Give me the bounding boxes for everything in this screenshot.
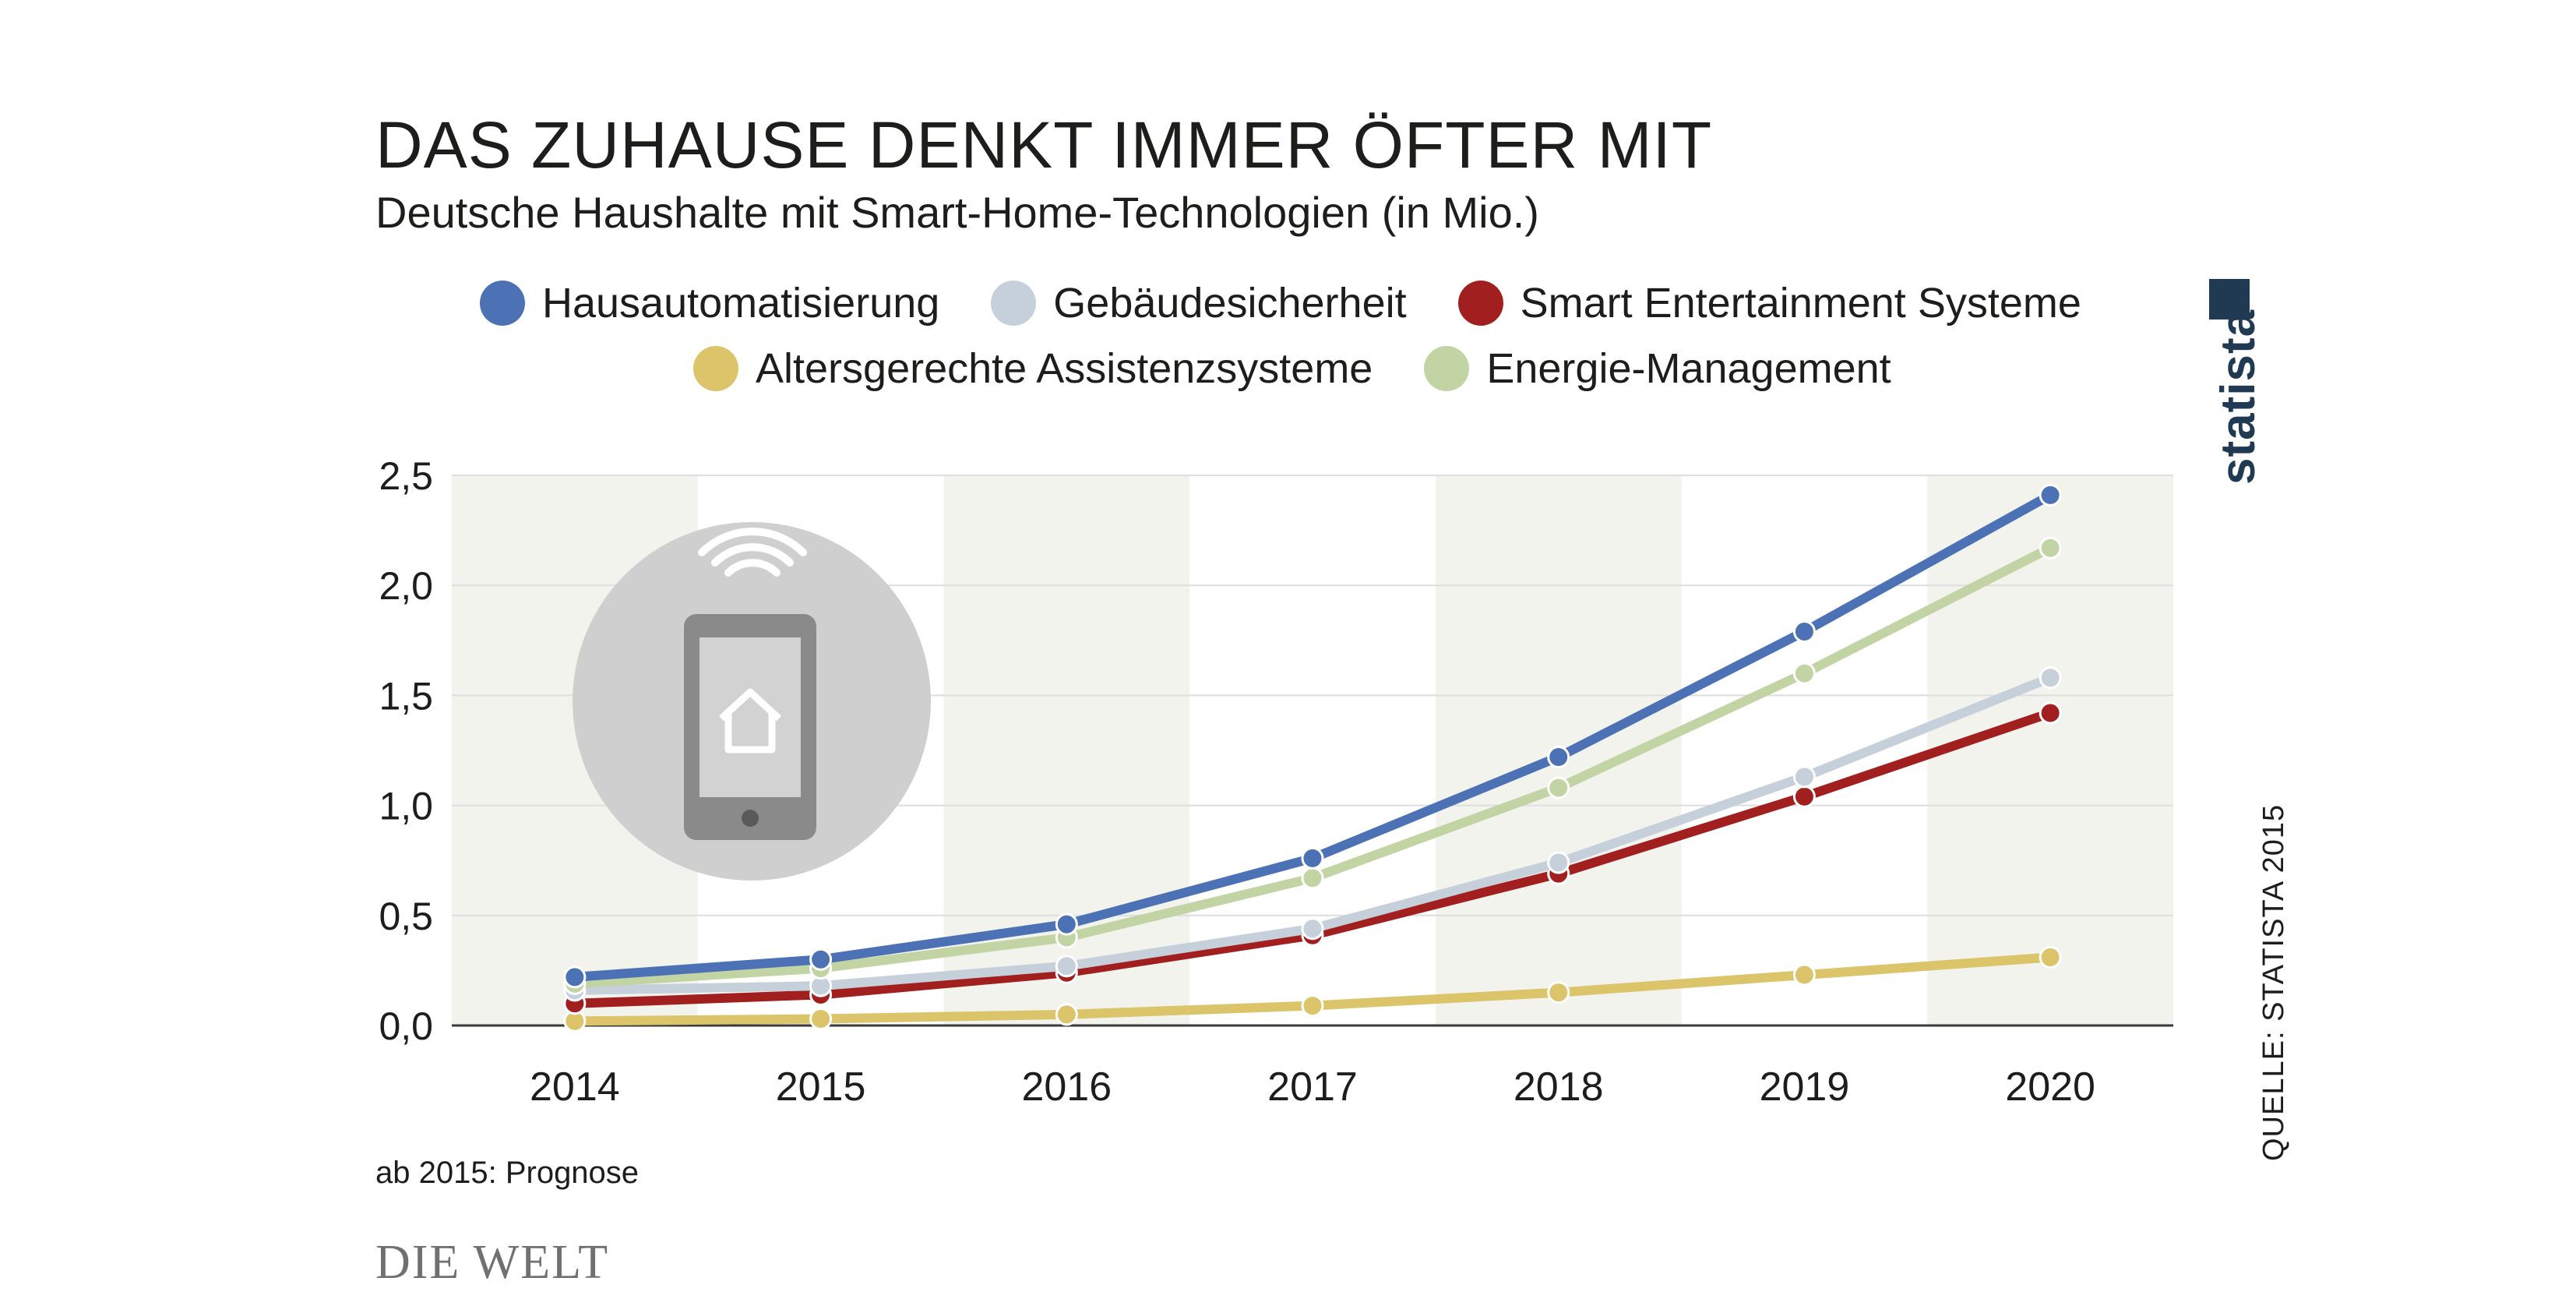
series-3: [563, 945, 2062, 1032]
statista-logo: statista: [2211, 309, 2265, 485]
legend-label: Smart Entertainment Systeme: [1520, 280, 2081, 327]
chart-title: DAS ZUHAUSE DENKT IMMER ÖFTER MIT: [375, 108, 1713, 182]
y-tick-label: 0,5: [379, 895, 433, 938]
legend-item-altersgerechte: Altersgerechte Assistenzsysteme: [693, 344, 1373, 393]
footnote: ab 2015: Prognose: [375, 1156, 640, 1190]
data-point: [1792, 620, 1816, 644]
data-point: [1301, 867, 1324, 890]
data-point: [1055, 1003, 1078, 1026]
legend-swatch: [480, 281, 525, 326]
data-point: [1301, 917, 1324, 941]
chart-subtitle: Deutsche Haushalte mit Smart-Home-Techno…: [375, 188, 1539, 237]
legend-item-gebaeudesicherheit: Gebäudesicherheit: [991, 279, 1407, 327]
data-point: [1547, 981, 1570, 1004]
source-note: QUELLE: STATISTA 2015: [2257, 803, 2290, 1161]
data-point: [1792, 785, 1816, 808]
data-point: [1792, 963, 1816, 987]
smartphone-smart-home-icon: [573, 522, 931, 881]
y-tick-label: 1,5: [379, 674, 433, 718]
data-point: [809, 948, 833, 971]
legend-row-1: Hausautomatisierung Gebäudesicherheit Sm…: [480, 279, 2081, 327]
data-point: [1055, 912, 1078, 936]
data-point: [1792, 662, 1816, 685]
publisher-logo: DIE WELT: [375, 1236, 610, 1289]
legend-item-smart-entertainment: Smart Entertainment Systeme: [1457, 279, 2081, 327]
data-point: [1301, 994, 1324, 1018]
data-point: [809, 1008, 833, 1031]
y-tick-label: 2,5: [379, 454, 433, 498]
x-tick-label: 2019: [1760, 1064, 1850, 1110]
legend-swatch: [1457, 281, 1503, 326]
data-point: [563, 965, 587, 989]
legend-label: Gebäudesicherheit: [1053, 280, 1407, 327]
y-tick-label: 2,0: [379, 564, 433, 608]
data-point: [2039, 483, 2062, 507]
legend-swatch: [991, 281, 1037, 326]
x-tick-label: 2020: [2005, 1064, 2095, 1110]
legend-swatch: [693, 346, 738, 391]
legend-label: Energie-Management: [1486, 345, 1891, 392]
data-point: [1547, 776, 1570, 800]
data-point: [1792, 765, 1816, 789]
data-point: [2039, 666, 2062, 690]
x-tick-label: 2018: [1514, 1064, 1604, 1110]
statista-logo-icon: [2209, 279, 2250, 319]
data-point: [2039, 701, 2062, 725]
data-point: [2039, 536, 2062, 559]
legend-label: Hausautomatisierung: [542, 280, 940, 327]
data-point: [1055, 955, 1078, 978]
x-tick-label: 2017: [1267, 1064, 1358, 1110]
legend-item-hausautomatisierung: Hausautomatisierung: [480, 279, 939, 327]
column-band: [1927, 475, 2173, 1025]
data-point: [2039, 945, 2062, 969]
x-tick-label: 2014: [530, 1064, 620, 1110]
legend-row-2: Altersgerechte Assistenzsysteme Energie-…: [693, 344, 1891, 393]
legend-item-energie-management: Energie-Management: [1424, 344, 1891, 393]
x-tick-label: 2016: [1021, 1064, 1112, 1110]
data-point: [1301, 846, 1324, 870]
data-point: [1547, 851, 1570, 874]
legend-label: Altersgerechte Assistenzsysteme: [756, 345, 1373, 392]
x-tick-label: 2015: [776, 1064, 866, 1110]
y-tick-label: 0,0: [379, 1004, 433, 1048]
y-tick-label: 1,0: [379, 785, 433, 828]
series-0: [563, 483, 2062, 989]
legend-swatch: [1424, 346, 1470, 391]
data-point: [1547, 745, 1570, 768]
